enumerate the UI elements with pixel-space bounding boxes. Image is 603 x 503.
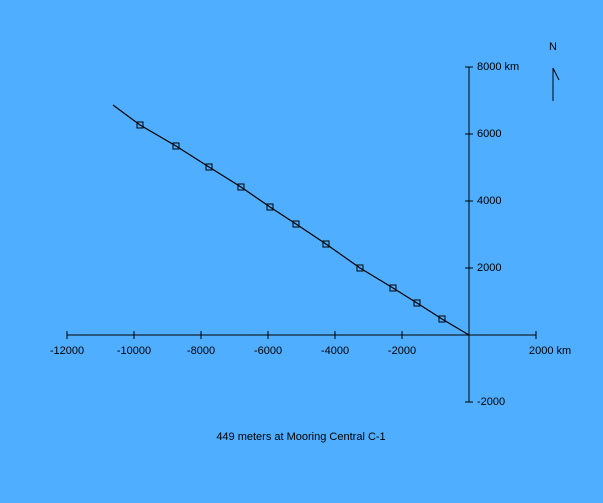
marker [136,121,144,129]
y-tick-label: 2000 [477,262,501,274]
marker [322,240,330,248]
marker [292,220,300,228]
marker [266,203,274,211]
y-tick-label: -2000 [477,396,505,408]
marker [237,183,245,191]
x-tick-label: -8000 [187,345,215,357]
x-tick-label: -12000 [50,345,84,357]
track-line [112,104,470,336]
x-tick-label: -2000 [388,345,416,357]
chart-title: 449 meters at Mooring Central C-1 [216,431,385,443]
marker [413,299,421,307]
marker [205,163,213,171]
marker [172,142,180,150]
y-tick-label: 4000 [477,195,501,207]
y-tick-label: 8000 km [477,61,519,73]
x-tick-label: -10000 [117,345,151,357]
y-tick-label: 6000 [477,128,501,140]
x-tick-label: -6000 [254,345,282,357]
marker [438,315,446,323]
x-tick-label: 2000 km [529,345,571,357]
x-tick-label: -4000 [321,345,349,357]
north-arrow [552,67,560,101]
marker [356,264,364,272]
marker [389,284,397,292]
north-label: N [549,41,557,53]
